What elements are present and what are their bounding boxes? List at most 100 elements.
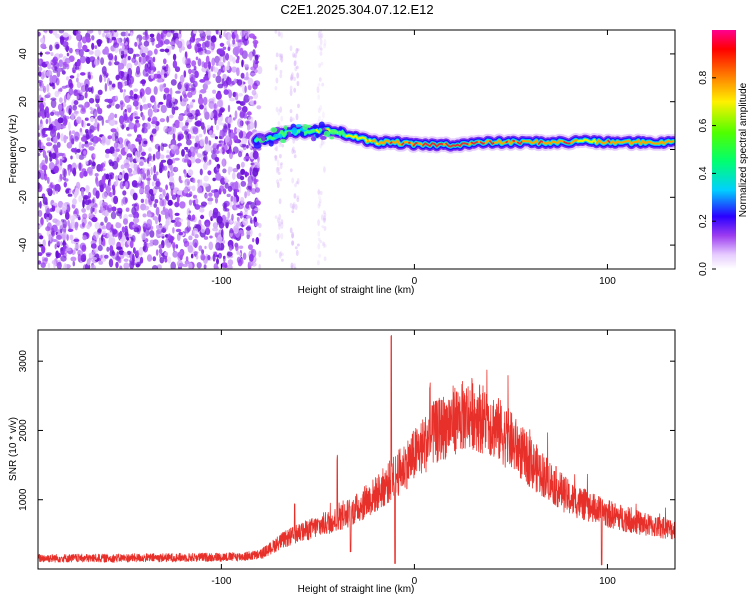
noise-blob: [107, 98, 113, 104]
noise-blob: [56, 240, 61, 246]
noise-blob: [52, 84, 56, 90]
noise-blob: [112, 160, 119, 170]
noise-blob: [138, 56, 142, 63]
noise-blob: [51, 152, 57, 160]
noise-blob: [232, 56, 236, 64]
noise-blob: [166, 115, 170, 123]
noise-blob: [228, 54, 234, 62]
noise-blob: [204, 40, 211, 48]
faint-streak-blob: [278, 198, 282, 205]
noise-blob: [197, 58, 202, 67]
spectrogram-x-tick-label: -100: [211, 276, 231, 287]
noise-blob: [51, 230, 55, 237]
noise-blob: [57, 67, 62, 72]
noise-blob: [49, 155, 53, 162]
faint-streak-blob: [292, 205, 295, 211]
faint-streak-blob: [275, 52, 279, 58]
noise-blob: [243, 97, 246, 106]
noise-blob: [121, 236, 127, 243]
noise-blob: [204, 80, 211, 85]
noise-blob: [54, 243, 57, 250]
noise-blob: [76, 81, 82, 89]
noise-blob: [91, 35, 95, 41]
noise-blob: [103, 75, 107, 83]
noise-blob: [80, 72, 86, 76]
noise-blob: [168, 176, 174, 182]
noise-blob: [246, 189, 251, 197]
noise-blob: [163, 58, 167, 65]
noise-blob: [55, 43, 60, 50]
noise-blob: [246, 185, 252, 191]
faint-streak-blob: [322, 242, 326, 249]
noise-blob: [156, 33, 162, 42]
noise-blob: [193, 30, 198, 34]
faint-streak-blob: [317, 237, 321, 242]
noise-blob: [226, 193, 231, 198]
noise-blob: [197, 179, 201, 184]
faint-streak-blob: [317, 107, 321, 114]
noise-blob: [248, 261, 254, 267]
noise-blob: [110, 211, 117, 220]
noise-blob: [53, 165, 59, 174]
noise-blob: [198, 46, 202, 53]
faint-streak-blob: [322, 241, 325, 247]
noise-blob: [101, 207, 106, 216]
noise-blob: [249, 99, 255, 105]
noise-blob: [179, 262, 184, 267]
noise-blob: [38, 260, 42, 265]
noise-blob: [136, 150, 141, 158]
noise-blob: [205, 222, 210, 229]
noise-blob: [62, 176, 67, 181]
noise-blob: [197, 186, 203, 194]
noise-blob: [109, 227, 114, 233]
faint-streak-blob: [279, 106, 283, 113]
noise-blob: [187, 185, 193, 190]
faint-streak-blob: [280, 56, 284, 63]
noise-blob: [187, 91, 193, 98]
noise-blob: [88, 252, 93, 259]
noise-blob: [241, 59, 244, 68]
noise-blob: [227, 211, 230, 219]
noise-blob: [237, 106, 242, 111]
noise-blob: [91, 42, 95, 50]
faint-streak-blob: [278, 223, 281, 231]
noise-blob: [249, 72, 256, 76]
noise-blob: [219, 48, 224, 55]
noise-blob: [175, 167, 178, 171]
noise-blob: [171, 106, 176, 115]
noise-blob: [230, 195, 234, 202]
noise-blob: [76, 73, 80, 78]
faint-streak-blob: [291, 240, 294, 247]
noise-blob: [170, 79, 177, 86]
faint-streak-blob: [323, 256, 327, 262]
noise-blob: [214, 55, 220, 64]
noise-blob: [150, 136, 154, 143]
snr-plot-area: [38, 330, 675, 569]
noise-blob: [203, 175, 209, 182]
noise-blob: [143, 205, 150, 211]
noise-blob: [147, 117, 152, 122]
noise-blob: [254, 221, 259, 227]
noise-blob: [138, 183, 144, 187]
noise-blob: [187, 214, 192, 220]
noise-blob: [142, 56, 147, 64]
noise-blob: [224, 182, 229, 189]
noise-blob: [179, 95, 183, 102]
noise-blob: [129, 90, 134, 97]
noise-blob: [175, 90, 181, 94]
snr-frame: [37, 329, 676, 570]
faint-streak-blob: [291, 210, 295, 214]
noise-blob: [52, 30, 58, 36]
noise-blob: [63, 168, 67, 178]
noise-blob: [251, 89, 257, 96]
noise-blob: [158, 164, 165, 172]
snr-y-tick-label: 1000: [18, 488, 29, 511]
noise-blob: [42, 258, 48, 265]
noise-blob: [96, 180, 100, 187]
noise-blob: [38, 66, 43, 72]
faint-streak-blob: [297, 103, 300, 109]
ridge-core-segment: [315, 128, 320, 134]
noise-blob: [71, 130, 76, 135]
noise-blob: [46, 84, 50, 93]
noise-blob: [70, 134, 75, 144]
